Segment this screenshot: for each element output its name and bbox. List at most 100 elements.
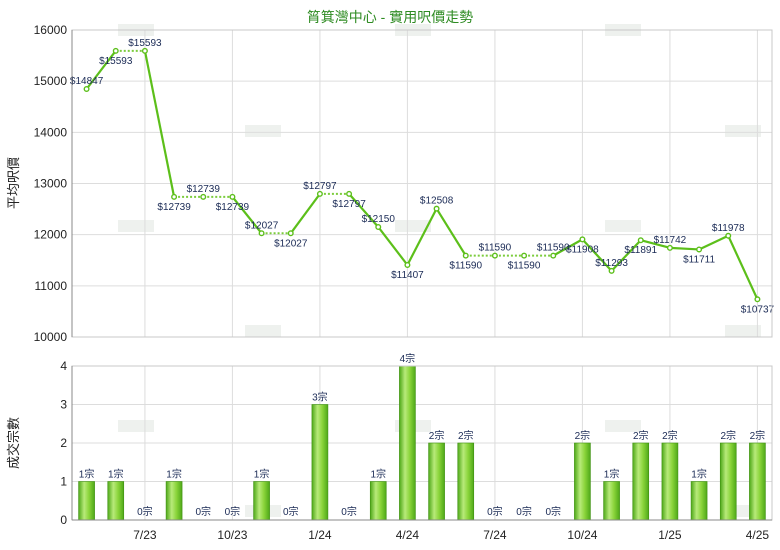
volume-bar-label: 0宗 [195,505,211,518]
price-point [171,193,178,200]
price-point [666,244,673,251]
price-point [637,237,644,244]
price-point [258,230,265,237]
price-point-label: $11407 [391,270,424,281]
price-point-label: $15593 [128,38,162,49]
price-point [521,252,528,259]
volume-bar [719,442,737,521]
chart-title: 筲箕灣中心 - 實用呎價走勢 [306,9,474,25]
watermark-mark [725,125,761,137]
price-point [725,232,732,239]
volume-bar [457,442,475,521]
price-line-segment [581,238,613,272]
price-point [141,47,148,54]
price-point-label: $12150 [362,214,396,225]
watermark-mark [725,325,761,337]
volume-bar-label: 0宗 [487,505,503,518]
volume-bar [661,442,679,521]
price-line-segment [435,208,467,257]
price-point-label: $12027 [274,238,308,249]
watermark-mark [605,220,641,232]
price-point-label: $11742 [654,235,687,246]
volume-bar-label: 2宗 [750,429,766,442]
price-point-label: $11590 [508,261,541,272]
price-point [83,85,90,92]
price-point-label: $12027 [245,220,279,231]
price-point-label: $11978 [712,223,745,234]
price-point-label: $14847 [70,76,104,87]
volume-bar-label: 0宗 [545,505,561,518]
x-tick-label: 10/23 [217,528,247,542]
top-y-tick-label: 16000 [34,23,68,37]
price-line-segment [348,193,380,228]
volume-bar [603,481,620,521]
volume-bar [165,481,183,521]
price-line-segment [669,246,700,251]
price-line-segment [289,193,321,234]
top-y-tick-label: 10000 [34,330,68,344]
volume-bar-label: 1宗 [108,468,124,481]
price-point [112,47,119,54]
price-point [229,193,236,200]
volume-bar [369,481,387,521]
bottom-y-tick-label: 1 [60,475,67,489]
top-y-axis-label: 平均呎價 [7,157,22,209]
volume-bar-label: 0宗 [516,505,532,518]
price-point [375,223,382,230]
price-line-segment [552,238,583,257]
price-point [346,190,353,197]
price-point [404,262,411,269]
watermark-mark [395,220,431,232]
volume-bar-label: 1宗 [370,468,386,481]
price-line-segment [610,239,642,272]
price-point-label: $11590 [479,243,512,254]
volume-bar-label: 2宗 [458,429,474,442]
x-tick-label: 4/24 [396,528,420,542]
top-y-tick-label: 13000 [34,177,68,191]
volume-bar-label: 0宗 [137,505,153,518]
watermark-mark [245,125,281,137]
price-point [491,252,498,259]
x-tick-label: 4/25 [746,528,770,542]
price-point [608,267,615,274]
watermark-mark [118,420,154,432]
price-point [316,190,323,197]
price-line-segment [698,234,729,251]
bottom-y-tick-label: 3 [60,398,67,412]
volume-bar [428,442,445,521]
volume-bar-label: 0宗 [283,505,299,518]
price-point-label: $12739 [157,202,191,213]
price-point-label: $12508 [420,196,454,207]
price-point-label: $11293 [595,258,628,269]
bottom-y-axis-label: 成交宗數 [6,417,22,469]
volume-bar-label: 0宗 [225,505,241,518]
volume-bar-label: 2宗 [720,429,736,442]
price-point-label: $12739 [216,202,250,213]
volume-bar [107,481,125,521]
price-point [754,296,761,303]
x-tick-label: 10/24 [567,528,597,542]
volume-bar [574,442,591,521]
price-line-segment [377,226,409,266]
price-point-label: $10737 [741,304,775,315]
volume-bar-label: 3宗 [312,391,328,404]
top-y-tick-label: 15000 [34,74,68,88]
price-point-label: $15593 [99,56,133,67]
price-point-label: $11590 [449,261,482,272]
price-line-segment [406,208,438,266]
price-point-label: $11590 [537,243,570,254]
volume-bar-label: 0宗 [341,505,357,518]
volume-bar [311,404,329,521]
price-point [550,252,557,259]
x-tick-label: 7/23 [133,528,157,542]
price-point-label: $11908 [566,244,599,255]
price-line-segment [85,50,117,90]
price-point-label: $12797 [332,199,366,210]
price-point [696,246,703,253]
volume-bar-label: 1宗 [604,468,620,481]
x-tick-label: 1/25 [658,528,682,542]
volume-bar-label: 1宗 [79,468,95,481]
price-point-label: $12739 [187,184,221,195]
watermark-mark [118,220,154,232]
